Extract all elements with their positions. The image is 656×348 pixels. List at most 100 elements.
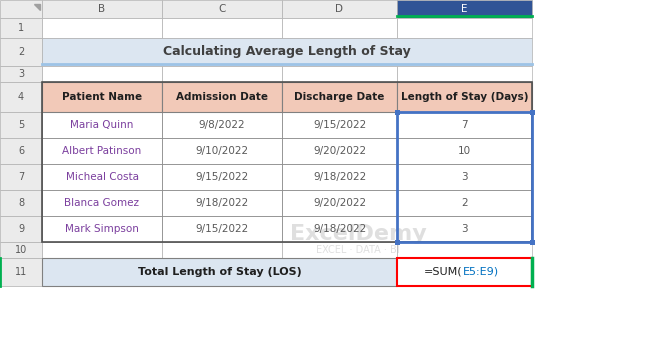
Bar	[162, 18, 282, 38]
Text: Patient Name: Patient Name	[62, 92, 142, 102]
Bar	[42, 82, 532, 242]
Bar	[42, 38, 532, 66]
Bar	[162, 112, 282, 138]
Polygon shape	[34, 4, 40, 10]
Bar	[282, 190, 397, 216]
Text: 8: 8	[18, 198, 24, 208]
Text: 2: 2	[461, 198, 468, 208]
Text: 9/18/2022: 9/18/2022	[195, 198, 249, 208]
Text: C: C	[218, 4, 226, 14]
Bar	[394, 239, 400, 245]
Text: 9/18/2022: 9/18/2022	[313, 224, 366, 234]
Bar	[282, 138, 397, 164]
Bar	[0, 138, 42, 164]
Bar	[282, 66, 397, 82]
Text: Micheal Costa: Micheal Costa	[66, 172, 138, 182]
Bar	[42, 258, 397, 286]
Bar	[162, 216, 282, 242]
Bar	[397, 112, 532, 242]
Text: 2: 2	[18, 47, 24, 57]
Bar	[529, 239, 535, 245]
Bar	[0, 242, 42, 258]
Bar	[397, 112, 532, 138]
Bar	[42, 164, 162, 190]
Text: 9/18/2022: 9/18/2022	[313, 172, 366, 182]
Bar	[394, 110, 400, 114]
Bar	[282, 112, 397, 138]
Text: 9/20/2022: 9/20/2022	[313, 198, 366, 208]
Text: E: E	[461, 4, 468, 14]
Bar	[282, 242, 397, 258]
Text: Blanca Gomez: Blanca Gomez	[64, 198, 140, 208]
Text: 5: 5	[18, 120, 24, 130]
Bar	[0, 164, 42, 190]
Bar	[42, 82, 162, 112]
Text: D: D	[335, 4, 344, 14]
Bar	[42, 112, 162, 138]
Bar	[397, 82, 532, 112]
Bar	[282, 82, 397, 112]
Text: E5:E9): E5:E9)	[462, 267, 499, 277]
Bar	[0, 38, 42, 66]
Text: Mark Simpson: Mark Simpson	[65, 224, 139, 234]
Text: 9: 9	[18, 224, 24, 234]
Bar	[162, 138, 282, 164]
Text: Maria Quinn: Maria Quinn	[70, 120, 134, 130]
Text: 9/10/2022: 9/10/2022	[195, 146, 249, 156]
Bar	[162, 164, 282, 190]
Bar	[397, 138, 532, 164]
Text: 9/15/2022: 9/15/2022	[195, 172, 249, 182]
Bar	[42, 216, 162, 242]
Bar	[397, 66, 532, 82]
Text: 3: 3	[461, 172, 468, 182]
Bar	[397, 258, 532, 286]
Bar	[397, 190, 532, 216]
Bar	[0, 190, 42, 216]
Bar	[42, 190, 162, 216]
Bar	[162, 242, 282, 258]
Text: Discharge Date: Discharge Date	[295, 92, 384, 102]
Text: 10: 10	[15, 245, 27, 255]
Bar	[529, 110, 535, 114]
Bar	[0, 258, 42, 286]
Bar	[397, 242, 532, 258]
Text: 9/8/2022: 9/8/2022	[199, 120, 245, 130]
Text: 3: 3	[18, 69, 24, 79]
Text: =SUM(: =SUM(	[424, 267, 462, 277]
Text: B: B	[98, 4, 106, 14]
Text: 9/15/2022: 9/15/2022	[313, 120, 366, 130]
Bar	[162, 66, 282, 82]
Bar	[42, 66, 162, 82]
Bar	[0, 216, 42, 242]
Bar	[162, 190, 282, 216]
Bar	[162, 0, 282, 18]
Bar	[0, 18, 42, 38]
Bar	[397, 0, 532, 18]
Text: Length of Stay (Days): Length of Stay (Days)	[401, 92, 528, 102]
Text: Albert Patinson: Albert Patinson	[62, 146, 142, 156]
Text: Total Length of Stay (LOS): Total Length of Stay (LOS)	[138, 267, 301, 277]
Bar	[397, 164, 532, 190]
Text: 7: 7	[461, 120, 468, 130]
Text: 11: 11	[15, 267, 27, 277]
Text: Admission Date: Admission Date	[176, 92, 268, 102]
Bar	[0, 66, 42, 82]
Text: 3: 3	[461, 224, 468, 234]
Text: EXCEL · DATA · BI: EXCEL · DATA · BI	[316, 245, 400, 255]
Bar	[397, 216, 532, 242]
Bar	[397, 18, 532, 38]
Bar	[0, 0, 42, 18]
Bar	[0, 82, 42, 112]
Text: 10: 10	[458, 146, 471, 156]
Bar	[282, 0, 397, 18]
Bar	[282, 216, 397, 242]
Bar	[42, 242, 162, 258]
Text: 4: 4	[18, 92, 24, 102]
Bar	[42, 0, 162, 18]
Bar	[42, 18, 162, 38]
Text: 9/20/2022: 9/20/2022	[313, 146, 366, 156]
Bar	[282, 18, 397, 38]
Text: 6: 6	[18, 146, 24, 156]
Text: Calculating Average Length of Stay: Calculating Average Length of Stay	[163, 46, 411, 58]
Bar	[0, 112, 42, 138]
